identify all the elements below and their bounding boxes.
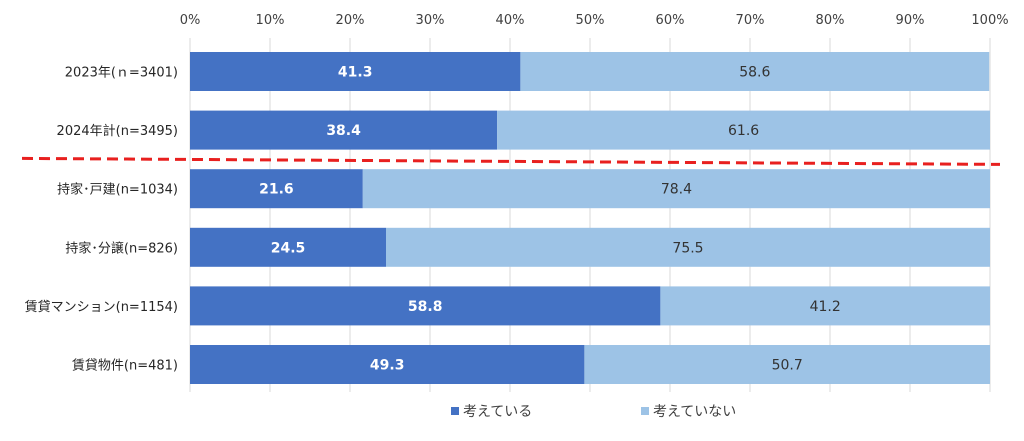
data-label: 58.6: [739, 65, 770, 81]
x-tick-label: 80%: [816, 13, 845, 28]
legend-swatch: [641, 407, 649, 415]
data-label: 38.4: [326, 123, 361, 139]
x-tick-label: 90%: [896, 13, 925, 28]
category-label: 賃貸物件(n=481): [72, 358, 178, 374]
bars: [21, 52, 1001, 384]
gridlines: [189, 38, 991, 392]
legend-label: 考えている: [463, 404, 532, 420]
x-tick-label: 50%: [576, 13, 605, 28]
x-tick-label: 70%: [736, 13, 765, 28]
category-label: 2024年計(n=3495): [57, 123, 178, 139]
category-label: 賃貸マンション(n=1154): [25, 299, 178, 315]
bar-segment-yes: [190, 286, 661, 326]
data-label: 41.2: [810, 299, 841, 315]
bar-segment-no: [386, 227, 990, 267]
data-label: 58.8: [408, 299, 443, 315]
bar-segment-yes: [190, 52, 521, 91]
data-label: 50.7: [772, 358, 803, 374]
x-tick-label: 10%: [256, 13, 285, 28]
bar-segment-yes: [190, 110, 498, 150]
legend-swatch: [451, 407, 459, 415]
bar-segment-no: [362, 169, 990, 209]
bar-segment-no: [497, 110, 990, 150]
x-tick-label: 100%: [971, 13, 1008, 28]
bar-segment-no: [660, 286, 990, 326]
category-label: 2023年(ｎ=3401): [65, 66, 178, 81]
legend: 考えている 考えていない: [451, 404, 736, 420]
x-tick-label: 0%: [180, 13, 201, 28]
bar-segment-yes: [190, 227, 386, 267]
x-tick-label: 40%: [496, 13, 525, 28]
data-label: 24.5: [271, 240, 306, 256]
labels: 0% 10% 20% 30% 40% 50% 60% 70% 80% 90% 100% 2023年(ｎ…: [25, 13, 1009, 374]
data-label: 41.3: [338, 65, 373, 81]
category-label: 持家･分譲(n=826): [65, 240, 178, 256]
legend-label: 考えていない: [653, 404, 736, 420]
data-label: 78.4: [661, 182, 692, 198]
bar-segment-yes: [190, 169, 363, 209]
data-label: 21.6: [259, 182, 294, 198]
category-label: 持家･戸建(n=1034): [57, 182, 178, 198]
x-tick-label: 60%: [656, 13, 685, 28]
x-tick-label: 20%: [336, 13, 365, 28]
bar-segment-yes: [190, 345, 585, 384]
bar-segment-no: [520, 52, 990, 91]
bar-segment-no: [584, 345, 990, 384]
data-label: 61.6: [728, 123, 759, 139]
data-label: 75.5: [672, 240, 703, 256]
x-tick-label: 30%: [416, 13, 445, 28]
group-divider: [21, 156, 1001, 166]
data-label: 49.3: [370, 358, 405, 374]
